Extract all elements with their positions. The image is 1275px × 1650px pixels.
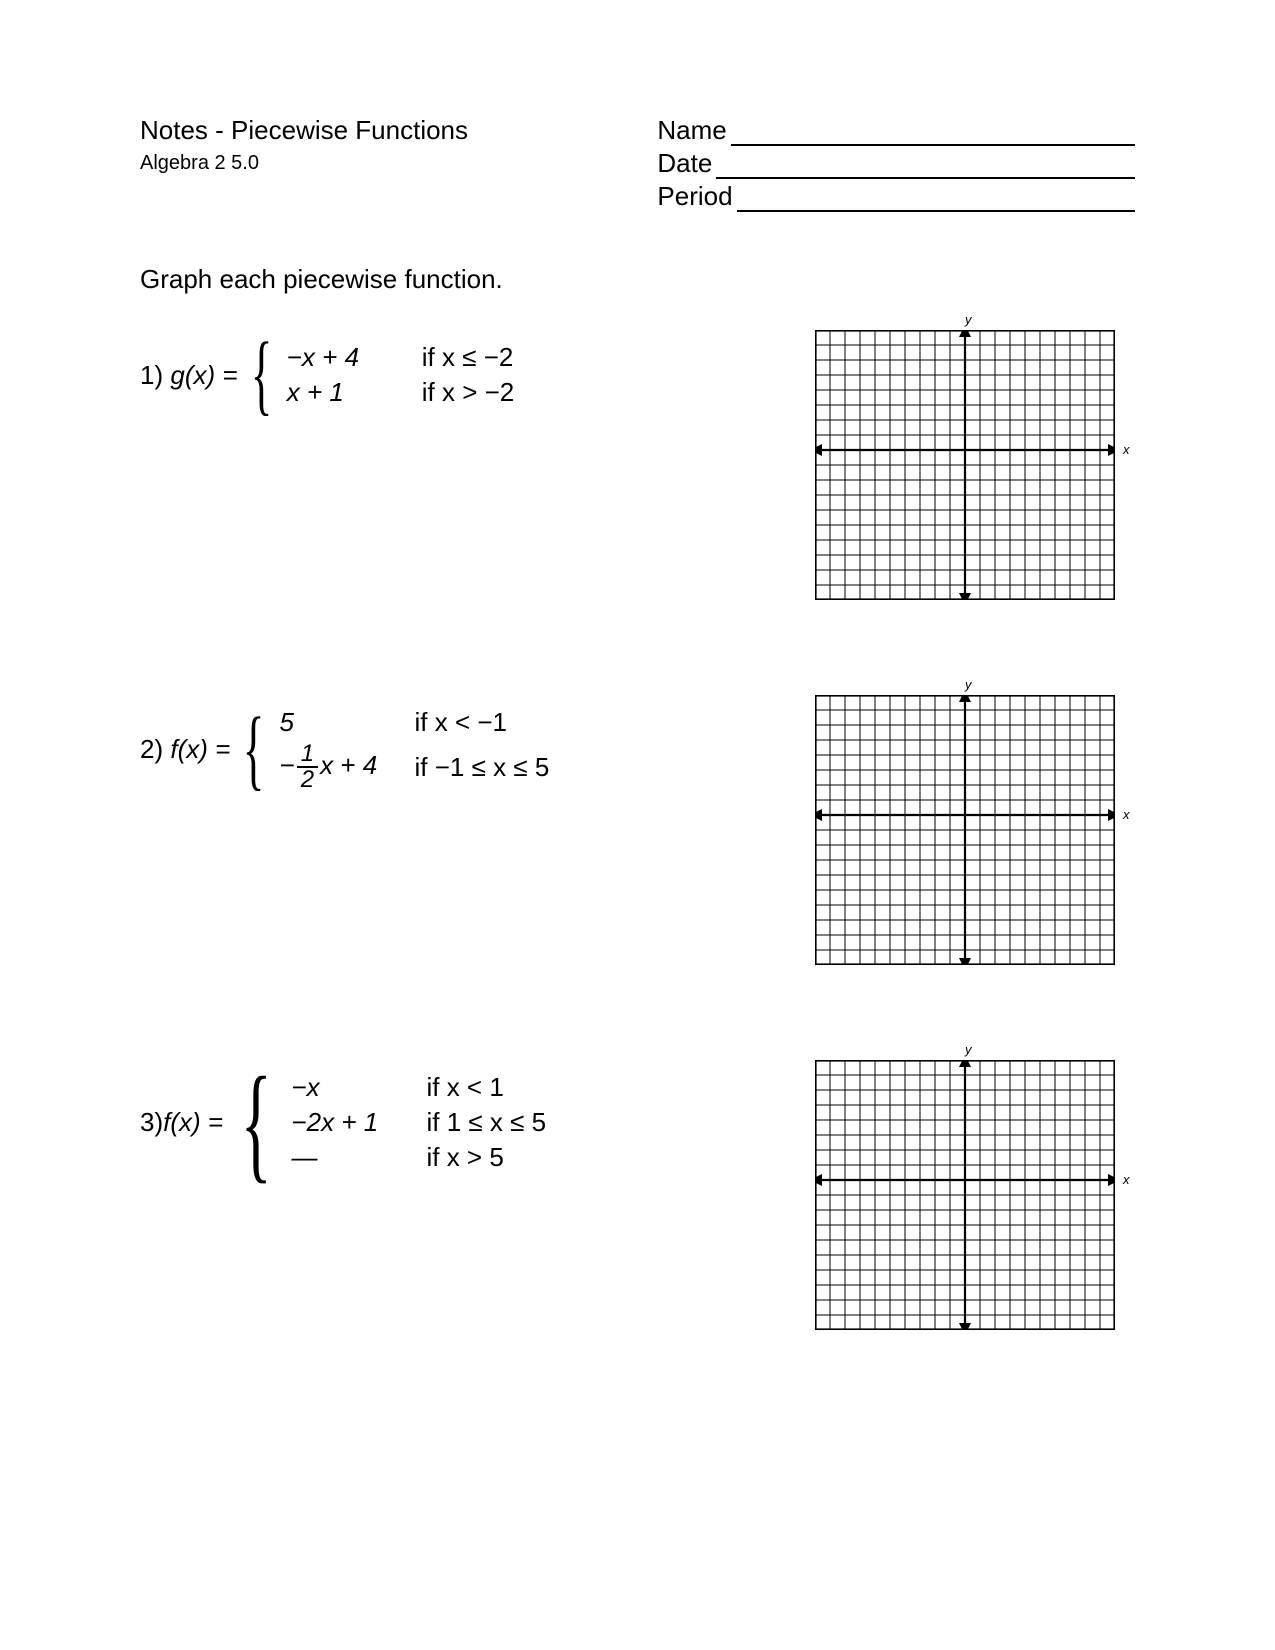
problem-3-piece-1-cond: if x < 1 (426, 1072, 503, 1103)
page-title: Notes - Piecewise Functions (140, 115, 618, 146)
brace-icon: { (250, 339, 272, 411)
problem-3-graph: y x (815, 1060, 1135, 1335)
brace-icon: { (243, 714, 265, 786)
problem-3-math: 3)f(x) = { −x if x < 1 −2x + 1 if 1 ≤ x … (140, 1060, 638, 1177)
name-label: Name (657, 115, 726, 146)
problem-2-piece-1-expr: 5 (280, 707, 415, 738)
x-axis-label: x (1123, 442, 1130, 457)
problem-1-number: 1) (140, 360, 163, 390)
problem-2-graph: y x (815, 695, 1135, 970)
coordinate-grid (815, 330, 1115, 600)
problem-3-piece-1-expr: −x (291, 1072, 426, 1103)
y-axis-label: y (965, 1042, 972, 1057)
problem-3-piece-2-cond: if 1 ≤ x ≤ 5 (426, 1107, 546, 1138)
header: Notes - Piecewise Functions Algebra 2 5.… (140, 115, 1135, 214)
problem-2-number: 2) (140, 734, 163, 764)
coordinate-grid (815, 695, 1115, 965)
problem-2: 2) f(x) = { 5 if x < −1 −12x + 4 if −1 ≤… (140, 695, 1135, 970)
name-blank[interactable] (731, 117, 1135, 146)
problem-2-piece-2-expr: −12x + 4 (280, 742, 415, 792)
y-axis-label: y (965, 677, 972, 692)
problem-1-piece-2-expr: x + 1 (287, 377, 422, 408)
y-axis-label: y (965, 312, 972, 327)
page-subtitle: Algebra 2 5.0 (140, 152, 618, 175)
header-right: Name Date Period (657, 115, 1135, 214)
problem-1-lhs: g(x) = (170, 360, 237, 390)
date-label: Date (657, 148, 712, 179)
period-blank[interactable] (737, 183, 1135, 212)
x-axis-label: x (1123, 1172, 1130, 1187)
brace-icon: { (241, 1071, 272, 1175)
problem-1-piece-1-cond: if x ≤ −2 (422, 342, 514, 373)
problem-3-piece-2-expr: −2x + 1 (291, 1107, 426, 1138)
problem-3-number: 3) (140, 1107, 163, 1137)
problem-1-math: 1) g(x) = { −x + 4 if x ≤ −2 x + 1 if x … (140, 330, 638, 412)
problem-1: 1) g(x) = { −x + 4 if x ≤ −2 x + 1 if x … (140, 330, 1135, 605)
problem-2-piece-1-cond: if x < −1 (415, 707, 508, 738)
problem-3-piece-3-expr: — (291, 1142, 426, 1173)
period-label: Period (657, 181, 732, 212)
problem-2-lhs: f(x) = (170, 734, 230, 764)
problem-2-math: 2) f(x) = { 5 if x < −1 −12x + 4 if −1 ≤… (140, 695, 638, 796)
period-field: Period (657, 181, 1135, 212)
problem-3-piece-3-cond: if x > 5 (426, 1142, 503, 1173)
date-blank[interactable] (716, 150, 1135, 179)
x-axis-label: x (1123, 807, 1130, 822)
problem-1-graph: y x (815, 330, 1135, 605)
problem-1-piece-2-cond: if x > −2 (422, 377, 515, 408)
instruction-text: Graph each piecewise function. (140, 264, 1135, 295)
problem-1-piece-1-expr: −x + 4 (287, 342, 422, 373)
header-left: Notes - Piecewise Functions Algebra 2 5.… (140, 115, 618, 214)
problem-3-lhs: f(x) = (163, 1107, 223, 1137)
name-field: Name (657, 115, 1135, 146)
date-field: Date (657, 148, 1135, 179)
problem-2-piece-2-cond: if −1 ≤ x ≤ 5 (415, 752, 550, 783)
problem-3: 3)f(x) = { −x if x < 1 −2x + 1 if 1 ≤ x … (140, 1060, 1135, 1335)
coordinate-grid (815, 1060, 1115, 1330)
